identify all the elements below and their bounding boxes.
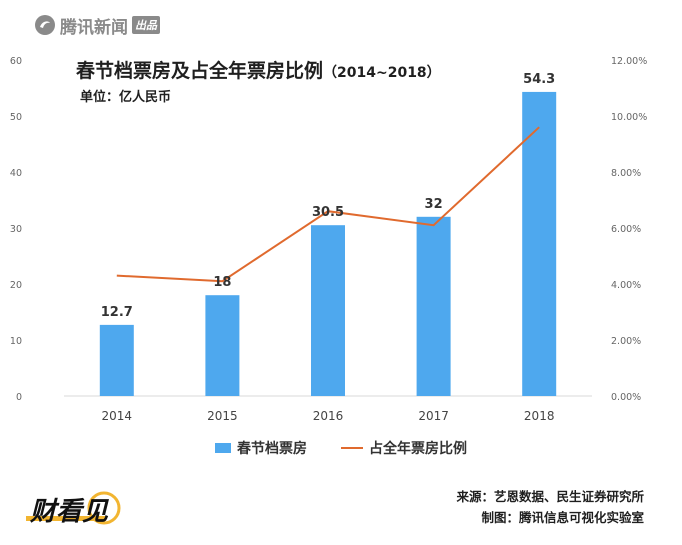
legend-swatch-bar: [215, 443, 231, 453]
tencent-news-logo-icon: [35, 15, 55, 35]
bar: [311, 225, 345, 396]
bar: [522, 91, 557, 397]
y-right-tick-label: 8.00%: [611, 168, 641, 179]
y-right-tick-label: 12.00%: [611, 56, 647, 67]
maker-note: 制图：腾讯信息可视化实验室: [481, 510, 644, 525]
caikanjian-logo: 财看见: [26, 491, 121, 527]
y-left-tick-label: 50: [10, 112, 22, 123]
y-left-tick-label: 40: [10, 168, 22, 179]
legend-item-bar: 春节档票房: [215, 438, 307, 458]
y-left-tick-label: 60: [10, 56, 22, 67]
x-tick-label: 2016: [313, 409, 344, 423]
y-left-tick-label: 30: [10, 224, 22, 235]
chart-title-main: 春节档票房及占全年票房比例: [76, 60, 324, 82]
y-left-tick-label: 10: [10, 336, 22, 347]
bar-data-label: 18: [213, 275, 231, 290]
legend-label-line: 占全年票房比例: [369, 441, 467, 457]
x-tick-label: 2018: [524, 409, 555, 423]
brand-header: 腾讯新闻 出品: [34, 12, 160, 38]
y-right-tick-label: 6.00%: [611, 224, 641, 235]
legend-item-line: 占全年票房比例: [341, 438, 467, 458]
x-tick-label: 2014: [102, 409, 133, 423]
chart-legend: 春节档票房 占全年票房比例: [0, 438, 682, 458]
bar-data-label: 30.5: [312, 205, 344, 220]
bar: [99, 324, 134, 396]
source-note: 来源：艺恩数据、民生证券研究所: [456, 489, 644, 504]
legend-swatch-line: [341, 447, 363, 449]
y-right-tick-label: 4.00%: [611, 280, 641, 291]
y-right-tick-label: 10.00%: [611, 112, 647, 123]
y-right-tick-label: 0.00%: [611, 392, 641, 403]
x-tick-label: 2015: [207, 409, 238, 423]
chart-title: 春节档票房及占全年票房比例（2014~2018）: [76, 56, 441, 83]
y-left-tick-label: 0: [16, 392, 22, 403]
x-tick-label: 2017: [418, 409, 449, 423]
legend-label-bar: 春节档票房: [237, 441, 307, 457]
brand-name: 腾讯新闻: [60, 17, 128, 38]
chart-unit-label: 单位：亿人民币: [80, 90, 172, 105]
bar-data-label: 54.3: [523, 72, 555, 87]
bar-data-label: 12.7: [101, 305, 133, 320]
footer-logo-text: 财看见: [29, 497, 109, 527]
y-right-tick-label: 2.00%: [611, 336, 641, 347]
ratio-line: [116, 126, 540, 283]
chart-area: 0 10 20 30 40 50 60 0.00% 2.00% 4.00% 6.00% 8.00% 10…: [10, 56, 647, 423]
chart-title-years: （2014~2018）: [323, 65, 441, 81]
y-left-tick-label: 20: [10, 280, 22, 291]
brand-tag: 出品: [132, 16, 160, 34]
footer-credits: 来源：艺恩数据、民生证券研究所 制图：腾讯信息可视化实验室: [456, 486, 644, 528]
bar: [416, 216, 451, 396]
bar: [205, 295, 240, 396]
bar-data-label: 32: [425, 197, 443, 212]
